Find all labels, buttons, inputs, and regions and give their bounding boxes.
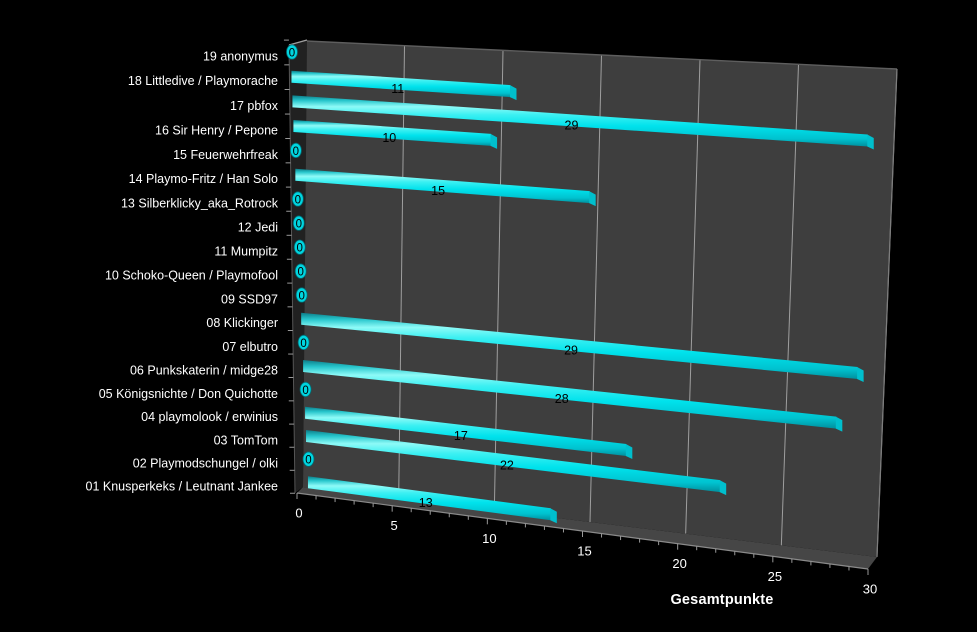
bar-endcap xyxy=(589,191,596,207)
bar xyxy=(301,312,858,380)
value-label: 0 xyxy=(295,195,301,207)
category-label: 18 Littledive / Playmorache xyxy=(128,74,278,88)
value-label: 15 xyxy=(431,184,445,198)
x-tick-label: 20 xyxy=(672,556,686,571)
x-axis-title: Gesamtpunkte xyxy=(670,592,774,608)
value-label: 13 xyxy=(419,496,433,510)
bar-endcap xyxy=(857,367,864,383)
bar xyxy=(306,430,721,493)
category-label: 14 Playmo-Fritz / Han Solo xyxy=(129,172,278,186)
value-label: 10 xyxy=(382,131,396,145)
value-label: 29 xyxy=(565,119,579,133)
category-label: 12 Jedi xyxy=(238,221,278,235)
bar-endcap xyxy=(550,508,557,524)
category-label: 02 Playmodschungel / olki xyxy=(133,457,278,471)
value-label: 0 xyxy=(297,243,303,255)
category-label: 05 Königsnichte / Don Quichotte xyxy=(99,387,278,401)
bar xyxy=(307,476,551,521)
value-label: 0 xyxy=(298,267,304,279)
wall-right-edge xyxy=(876,68,898,558)
value-label: 28 xyxy=(555,392,569,406)
zero-marker xyxy=(286,44,298,60)
x-tick-label: 5 xyxy=(391,518,398,533)
category-label: 08 Klickinger xyxy=(206,316,278,330)
bar xyxy=(295,168,590,204)
zero-marker xyxy=(302,451,315,467)
bar xyxy=(305,406,627,457)
zero-marker xyxy=(292,215,305,231)
value-label: 0 xyxy=(298,291,304,303)
bar-endcap xyxy=(509,85,517,101)
bar xyxy=(293,119,492,146)
category-label: 19 anonymus xyxy=(203,49,278,63)
x-tick-label: 15 xyxy=(577,544,591,559)
value-label: 0 xyxy=(300,338,306,350)
value-label: 0 xyxy=(302,385,308,397)
zero-marker xyxy=(299,381,312,397)
category-label: 17 pbfox xyxy=(230,99,279,113)
value-label: 0 xyxy=(289,48,295,60)
category-label: 06 Punkskaterin / midge28 xyxy=(130,363,278,377)
x-tick-label: 10 xyxy=(482,531,496,546)
zero-marker xyxy=(289,142,302,158)
bar xyxy=(292,95,868,147)
bar-endcap xyxy=(867,134,874,150)
value-label: 22 xyxy=(500,459,514,473)
value-label: 17 xyxy=(454,429,468,443)
wall-top-edge xyxy=(305,40,898,70)
value-label: 11 xyxy=(391,82,404,96)
plot-floor xyxy=(297,487,877,569)
category-label: 07 elbutro xyxy=(222,340,278,354)
zero-marker xyxy=(294,263,307,279)
category-label: 09 SSD97 xyxy=(221,292,278,306)
zero-marker xyxy=(291,191,304,207)
category-label: 01 Knusperkeks / Leutnant Jankee xyxy=(86,480,279,494)
zero-marker xyxy=(295,287,308,303)
value-label: 0 xyxy=(296,219,302,231)
bar-endcap xyxy=(490,133,498,149)
value-label: 0 xyxy=(305,455,311,467)
category-label: 16 Sir Henry / Pepone xyxy=(155,123,278,137)
x-tick-label: 25 xyxy=(768,569,782,584)
gridline xyxy=(685,59,701,534)
category-label: 11 Mumpitz xyxy=(214,245,278,259)
category-label: 10 Schoko-Queen / Playmofool xyxy=(105,269,278,283)
bar-endcap xyxy=(625,444,633,460)
x-tick-label: 30 xyxy=(863,582,877,597)
x-tick-label: 0 xyxy=(295,506,302,521)
left-wall-front-edge xyxy=(288,44,296,494)
category-label: 03 TomTom xyxy=(214,433,278,447)
zero-marker xyxy=(293,239,306,255)
bar xyxy=(291,70,511,98)
left-wall-top-bevel xyxy=(288,39,308,46)
bar-endcap xyxy=(719,480,727,496)
category-label: 15 Feuerwehrfreak xyxy=(173,148,279,162)
bar-endcap xyxy=(835,416,843,432)
bar xyxy=(303,359,837,429)
value-label: 0 xyxy=(293,146,299,158)
category-label: 04 playmolook / erwinius xyxy=(141,410,278,424)
gridline xyxy=(780,64,799,546)
category-label: 13 Silberklicky_aka_Rotrock xyxy=(121,196,279,210)
value-label: 29 xyxy=(564,343,578,357)
zero-marker xyxy=(297,334,310,350)
